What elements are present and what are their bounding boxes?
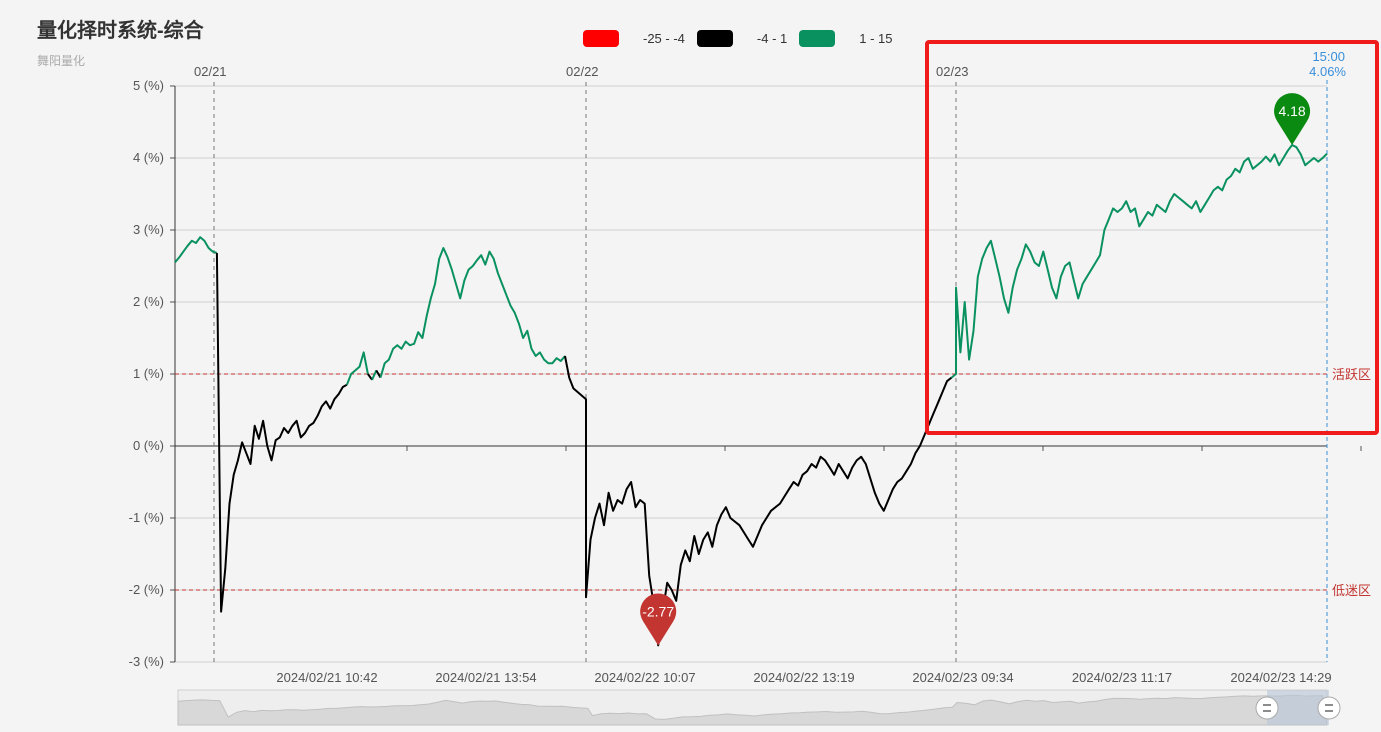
x-tick-label: 2024/02/22 10:07	[594, 670, 695, 685]
x-tick-label: 2024/02/23 14:29	[1230, 670, 1331, 685]
series-line	[565, 356, 952, 645]
series-line	[952, 145, 1328, 378]
y-tick-label: -3 (%)	[129, 654, 164, 669]
slider-handle-knob	[1318, 697, 1340, 719]
x-tick-label: 2024/02/21 13:54	[435, 670, 536, 685]
series-line	[372, 370, 376, 379]
y-tick-label: 2 (%)	[133, 294, 164, 309]
series-line	[217, 253, 347, 612]
y-tick-label: -1 (%)	[129, 510, 164, 525]
x-tick-label: 2024/02/23 11:17	[1072, 670, 1172, 685]
day-label: 02/21	[194, 64, 227, 79]
day-label: 02/23	[936, 64, 969, 79]
y-tick-label: 0 (%)	[133, 438, 164, 453]
min-value-pin: -2.77	[640, 593, 676, 645]
max-value-pin: 4.18	[1274, 93, 1310, 145]
pin-shape	[1274, 93, 1310, 145]
slider-handle-knob	[1256, 697, 1278, 719]
y-tick-label: 5 (%)	[133, 78, 164, 93]
pin-label: 4.18	[1278, 103, 1305, 119]
threshold-label: 活跃区	[1332, 367, 1371, 382]
datazoom-slider	[178, 690, 1340, 725]
series-line	[381, 248, 566, 378]
y-tick-label: 3 (%)	[133, 222, 164, 237]
pin-label: -2.77	[642, 603, 674, 619]
series-line	[175, 237, 217, 262]
x-tick-label: 2024/02/21 10:42	[276, 670, 377, 685]
slider-handle-right[interactable]	[1318, 697, 1340, 719]
cursor-value-label: 4.06%	[1309, 64, 1346, 79]
series-line	[347, 352, 368, 384]
day-label: 02/22	[566, 64, 599, 79]
slider-handle-left[interactable]	[1256, 697, 1278, 719]
pin-shape	[640, 593, 676, 645]
x-tick-label: 2024/02/23 09:34	[912, 670, 1013, 685]
cursor-time-label: 15:00	[1312, 49, 1345, 64]
x-tick-label: 2024/02/22 13:19	[753, 670, 854, 685]
y-tick-label: 1 (%)	[133, 366, 164, 381]
y-tick-label: 4 (%)	[133, 150, 164, 165]
threshold-label: 低迷区	[1332, 583, 1371, 598]
y-tick-label: -2 (%)	[129, 582, 164, 597]
